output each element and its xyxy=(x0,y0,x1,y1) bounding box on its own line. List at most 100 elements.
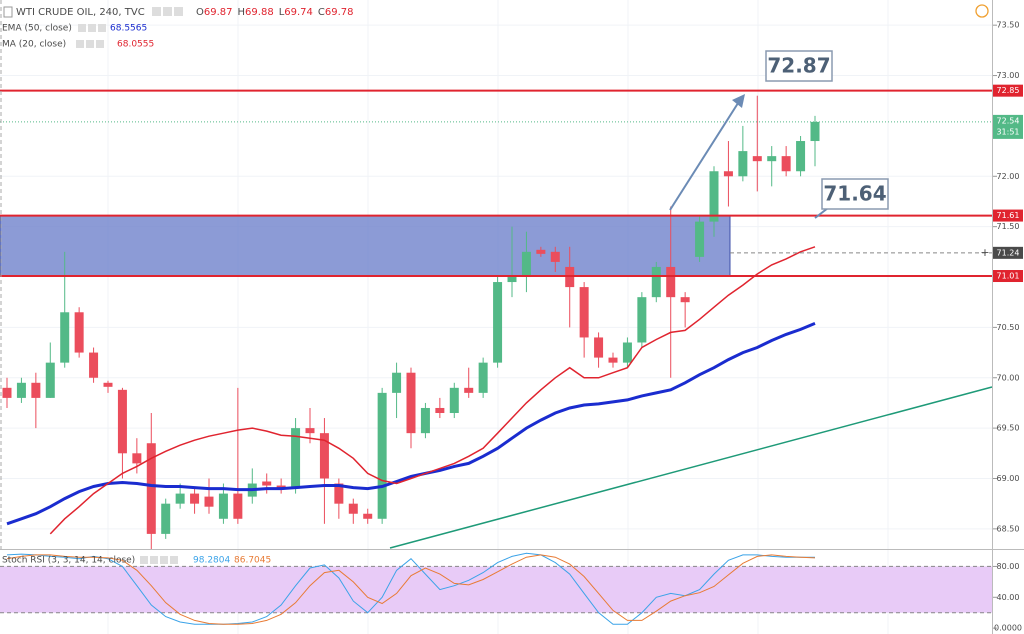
candle-body xyxy=(608,357,618,363)
y-tick-label: 40.00 xyxy=(997,593,1020,602)
indicator-name: MA (20, close) xyxy=(2,40,66,50)
annotation: 72.87 xyxy=(767,54,830,78)
candle-body xyxy=(363,513,373,519)
y-tick-label: 71.50 xyxy=(997,222,1020,231)
candle-body xyxy=(420,407,430,434)
candle-body xyxy=(565,266,575,288)
candle-body xyxy=(233,493,243,519)
crosshair-label: 71.24 xyxy=(997,248,1020,257)
stoch-line xyxy=(6,554,816,625)
arrow xyxy=(669,99,741,211)
candle-body xyxy=(45,362,55,398)
stoch-line xyxy=(6,552,815,625)
candle-body xyxy=(709,171,719,222)
countdown: 31:51 xyxy=(996,127,1019,136)
candle-body xyxy=(594,337,604,358)
candle-body xyxy=(334,483,344,504)
candle-body xyxy=(305,428,315,434)
candle-body xyxy=(175,493,185,504)
alert-icon[interactable] xyxy=(975,4,989,18)
indicator-value: 68.0555 xyxy=(117,40,154,50)
y-tick-label: 70.50 xyxy=(997,323,1020,332)
indicator-value: 68.5565 xyxy=(110,24,147,34)
candle-body xyxy=(680,297,690,303)
ohlc-legend: O69.87 H69.88 L69.74 C69.78 xyxy=(196,7,354,18)
candle-body xyxy=(392,372,402,393)
y-tick-label: 72.00 xyxy=(997,172,1020,181)
annotation: 71.64 xyxy=(823,182,886,206)
candle-body xyxy=(60,312,70,363)
candle-body xyxy=(651,266,661,298)
ohlc-value: 69.78 xyxy=(325,7,354,18)
buttons xyxy=(140,556,178,564)
candle-body xyxy=(406,372,416,434)
y-tick-label: 73.00 xyxy=(997,71,1020,80)
level-label: 71.61 xyxy=(997,211,1020,220)
candle-body xyxy=(781,156,791,172)
candle-body xyxy=(507,277,517,283)
candle-body xyxy=(723,171,733,177)
y-tick-label: 73.50 xyxy=(997,21,1020,30)
buttons xyxy=(76,40,104,48)
candle-body xyxy=(521,251,531,278)
candle-body xyxy=(695,221,705,257)
candle-body xyxy=(31,382,41,398)
ohlc-value: 69.87 xyxy=(204,7,233,18)
candle-body xyxy=(435,407,445,414)
ohlc-value: 69.74 xyxy=(284,7,313,18)
level-label-bg xyxy=(993,84,1023,97)
candle-body xyxy=(767,156,777,162)
price-axis: 73.50 73.00 72.00 71.50 70.50 70.00 69.50 69.00… xyxy=(993,21,1023,633)
arrow-head xyxy=(732,94,745,108)
symbol-title: WTI CRUDE OIL, 240, TVC xyxy=(16,7,145,18)
candle-body xyxy=(161,503,171,534)
level-label-bg xyxy=(993,209,1023,222)
ohlc-key: H xyxy=(238,7,246,18)
candle-body xyxy=(190,493,200,504)
zone xyxy=(0,215,731,277)
candle-body xyxy=(796,141,806,172)
icon[interactable] xyxy=(3,6,13,18)
candle-body xyxy=(536,249,546,254)
indicator-value: 98.2804 xyxy=(193,556,230,566)
buttons xyxy=(78,24,106,32)
y-tick-label: 69.50 xyxy=(997,424,1020,433)
candle-body xyxy=(478,362,488,393)
ohlc-value: 69.88 xyxy=(245,7,274,18)
y-tick-label: 69.00 xyxy=(997,474,1020,483)
candle-body xyxy=(666,266,676,298)
trend-line xyxy=(389,386,993,549)
candle-body xyxy=(146,443,156,534)
y-tick-label: 0.0000 xyxy=(994,624,1022,633)
candle-body xyxy=(319,433,329,479)
y-tick-label: 68.50 xyxy=(997,524,1020,533)
ohlc-key: L xyxy=(279,7,285,18)
buttons xyxy=(152,7,183,16)
candle-body xyxy=(579,287,589,338)
candle-body xyxy=(810,121,820,142)
indicator-name: EMA (50, close) xyxy=(2,24,72,34)
candle-body xyxy=(752,156,762,162)
ma-line xyxy=(6,322,816,526)
candle-body xyxy=(218,493,228,519)
level-label: 72.85 xyxy=(997,86,1020,95)
candle-body xyxy=(449,387,459,414)
candle-body xyxy=(637,297,647,343)
last-price-label: 72.54 xyxy=(997,116,1020,125)
candle-body xyxy=(493,282,503,363)
crosshair-icon: + xyxy=(980,246,989,259)
crosshair-bg xyxy=(993,246,1023,259)
ohlc-key: C xyxy=(318,7,325,18)
candle-body xyxy=(377,392,387,519)
level-label-bg xyxy=(993,270,1023,283)
stoch-pane xyxy=(0,552,992,625)
stoch-band xyxy=(0,566,992,613)
indicator-value: 86.7045 xyxy=(234,556,271,566)
candle-body xyxy=(16,382,26,398)
candle-body xyxy=(103,382,113,387)
candle-body xyxy=(2,387,12,398)
y-tick-label: 80.00 xyxy=(997,562,1020,571)
candle-body xyxy=(276,485,286,489)
candle-body xyxy=(348,503,358,514)
